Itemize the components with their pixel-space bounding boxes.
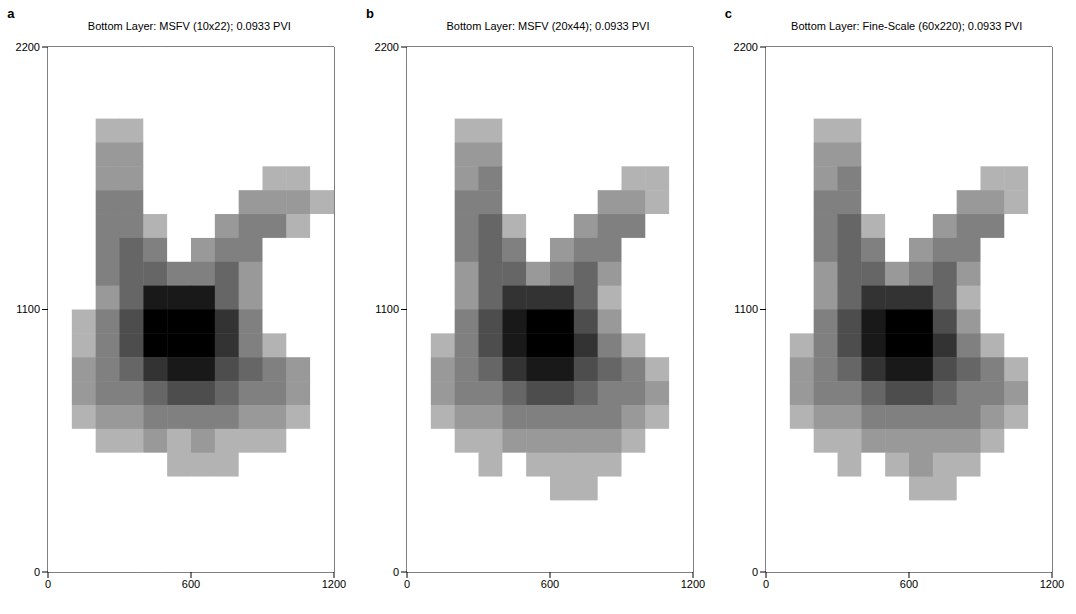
svg-text:0: 0 xyxy=(45,578,51,590)
svg-text:600: 600 xyxy=(541,578,559,590)
html-text:Bottom Layer: MSFV (10x22); 0.: Bottom Layer: MSFV (10x22); 0.0933 PVI xyxy=(87,20,291,32)
svg-text:0: 0 xyxy=(34,566,40,578)
svg-text:1100: 1100 xyxy=(375,303,399,315)
svg-text:2200: 2200 xyxy=(16,41,40,53)
html-text:Bottom Layer: Fine-Scale (60x2: Bottom Layer: Fine-Scale (60x220); 0.093… xyxy=(791,20,1023,32)
html-text:b: b xyxy=(366,6,374,21)
html-text:Bottom Layer: MSFV (20x44); 0.: Bottom Layer: MSFV (20x44); 0.0933 PVI xyxy=(446,20,650,32)
svg-text:2200: 2200 xyxy=(375,41,399,53)
svg-text:0: 0 xyxy=(752,566,758,578)
svg-text:1100: 1100 xyxy=(734,303,758,315)
svg-text:0: 0 xyxy=(393,566,399,578)
svg-text:1100: 1100 xyxy=(17,303,41,315)
svg-text:0: 0 xyxy=(404,578,410,590)
html-text:c: c xyxy=(724,6,732,21)
svg-text:2200: 2200 xyxy=(733,41,757,53)
svg-text:0: 0 xyxy=(763,578,769,590)
svg-text:600: 600 xyxy=(182,578,200,590)
svg-text:1200: 1200 xyxy=(322,578,346,590)
svg-text:600: 600 xyxy=(899,578,917,590)
svg-text:1200: 1200 xyxy=(681,578,705,590)
svg-text:1200: 1200 xyxy=(1039,578,1063,590)
html-text:a: a xyxy=(7,6,15,21)
